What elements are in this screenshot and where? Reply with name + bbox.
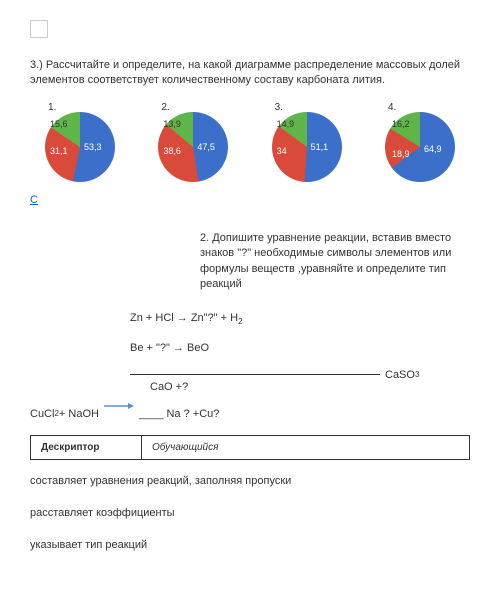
chart-2-red: 38,6 bbox=[163, 146, 181, 156]
equation-4: CuCl2 + NaOH ____ Na ? +Cu? bbox=[30, 408, 470, 420]
chart-4-num: 4. bbox=[388, 102, 396, 113]
eq4-b: + NaOH bbox=[59, 408, 99, 420]
eq3-sub: 3 bbox=[415, 370, 419, 379]
criteria-1: составляет уравнения реакций, заполняя п… bbox=[30, 475, 470, 487]
criteria-3: указывает тип реакций bbox=[30, 539, 470, 551]
chart-4-big: 64,9 bbox=[424, 144, 442, 154]
eq4-c: ____ Na ? +Cu? bbox=[139, 408, 219, 420]
charts-row: 1. 53,3 31,1 15,6 2. 47,5 38,6 13,9 3. 5… bbox=[30, 104, 470, 184]
chart-1-green: 15,6 bbox=[50, 119, 68, 129]
chart-4-green: 16,2 bbox=[392, 119, 410, 129]
chart-2: 2. 47,5 38,6 13,9 bbox=[143, 104, 243, 184]
eq3-blank bbox=[130, 374, 380, 375]
eq1-sub: 2 bbox=[238, 318, 242, 327]
eq3-a: CaSO bbox=[385, 369, 415, 381]
equation-1: Zn + HCl → Zn"?" + H2 bbox=[130, 312, 470, 326]
chart-3-green: 14,9 bbox=[277, 119, 295, 129]
chart-1-red: 31,1 bbox=[50, 146, 68, 156]
eq1-a: Zn + HCl → Zn bbox=[130, 312, 204, 324]
eq1-c: + H bbox=[218, 312, 238, 324]
chart-4: 4. 64,9 18,9 16,2 bbox=[370, 104, 470, 184]
chart-3-red: 34 bbox=[277, 146, 287, 156]
chart-3-num: 3. bbox=[275, 102, 283, 113]
chart-1-num: 1. bbox=[48, 102, 56, 113]
chart-1: 1. 53,3 31,1 15,6 bbox=[30, 104, 130, 184]
chart-3: 3. 51,1 34 14,9 bbox=[257, 104, 357, 184]
descriptor-table: Дескриптор Обучающийся bbox=[30, 435, 470, 460]
chart-3-big: 51,1 bbox=[311, 142, 329, 152]
desc-label: Дескриптор bbox=[31, 435, 142, 459]
chart-4-red: 18,9 bbox=[392, 149, 410, 159]
desc-value: Обучающийся bbox=[142, 435, 470, 459]
chart-2-green: 13,9 bbox=[163, 119, 181, 129]
equation-3: CaSO3 CaO +? bbox=[130, 369, 470, 393]
equation-2: Be + "?" → BeO bbox=[130, 342, 470, 354]
link-c[interactable]: С bbox=[30, 194, 38, 206]
arrow-icon bbox=[104, 400, 134, 412]
eq1-b: "?" bbox=[204, 312, 218, 324]
checkbox-empty[interactable] bbox=[30, 20, 48, 38]
eq3-b: CaO +? bbox=[150, 381, 188, 393]
chart-2-big: 47,5 bbox=[197, 142, 215, 152]
q2-text: 2. Допишите уравнение реакции, вставив в… bbox=[200, 231, 470, 293]
chart-2-num: 2. bbox=[161, 102, 169, 113]
task3-text: 3.) Рассчитайте и определите, на какой д… bbox=[30, 58, 470, 89]
eq4-a: CuCl bbox=[30, 408, 54, 420]
criteria-2: расставляет коэффициенты bbox=[30, 507, 470, 519]
chart-1-big: 53,3 bbox=[84, 142, 102, 152]
